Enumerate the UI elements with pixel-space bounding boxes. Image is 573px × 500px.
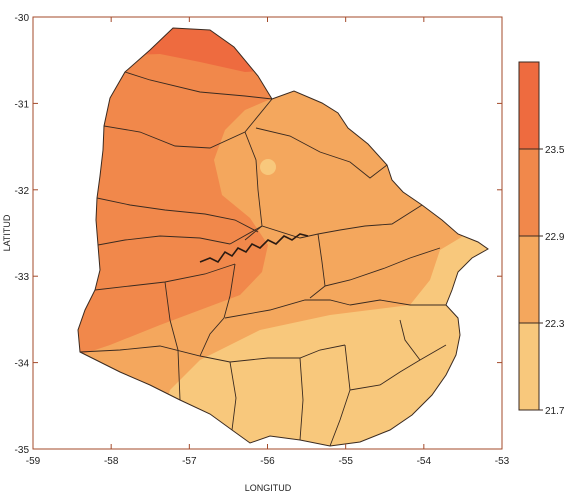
x-tick-label: -56: [260, 456, 275, 467]
rio-negro-lake: [199, 233, 309, 264]
x-axis-label: LONGITUD: [245, 483, 292, 493]
legend-label-4: 21.7: [545, 406, 565, 417]
y-axis-label: LATITUD: [2, 214, 12, 251]
x-tick-label: -57: [182, 456, 197, 467]
y-tick-label: -30: [15, 13, 30, 24]
legend-class-cool: [518, 322, 540, 411]
y-tick-label: -34: [15, 359, 30, 370]
x-tick-label: -53: [495, 456, 510, 467]
y-tick-label: -35: [15, 445, 30, 456]
legend-label-2: 22.9: [545, 232, 565, 243]
x-tick-label: -58: [104, 456, 119, 467]
x-tick-label: -55: [338, 456, 353, 467]
y-tick-label: -32: [15, 186, 30, 197]
axis-ticks: -59 -58 -57 -56 -55 -54 -53 -30 -31 -32 -33 -34 -35: [15, 13, 510, 467]
y-tick-label: -31: [15, 99, 30, 110]
department-boundaries: [79, 71, 447, 447]
legend-label-1: 23.5: [545, 145, 565, 156]
warm-spot: [260, 159, 276, 175]
x-tick-label: -54: [417, 456, 432, 467]
x-tick-label: -59: [26, 456, 41, 467]
zone-warm: [78, 28, 300, 360]
legend-colorbar: 23.5 22.9 22.3 21.7: [518, 61, 565, 417]
legend-label-3: 22.3: [545, 319, 565, 330]
legend-class-mild: [518, 235, 540, 324]
legend-class-warm: [518, 148, 540, 237]
legend-class-hot: [518, 61, 540, 150]
y-tick-label: -33: [15, 272, 30, 283]
